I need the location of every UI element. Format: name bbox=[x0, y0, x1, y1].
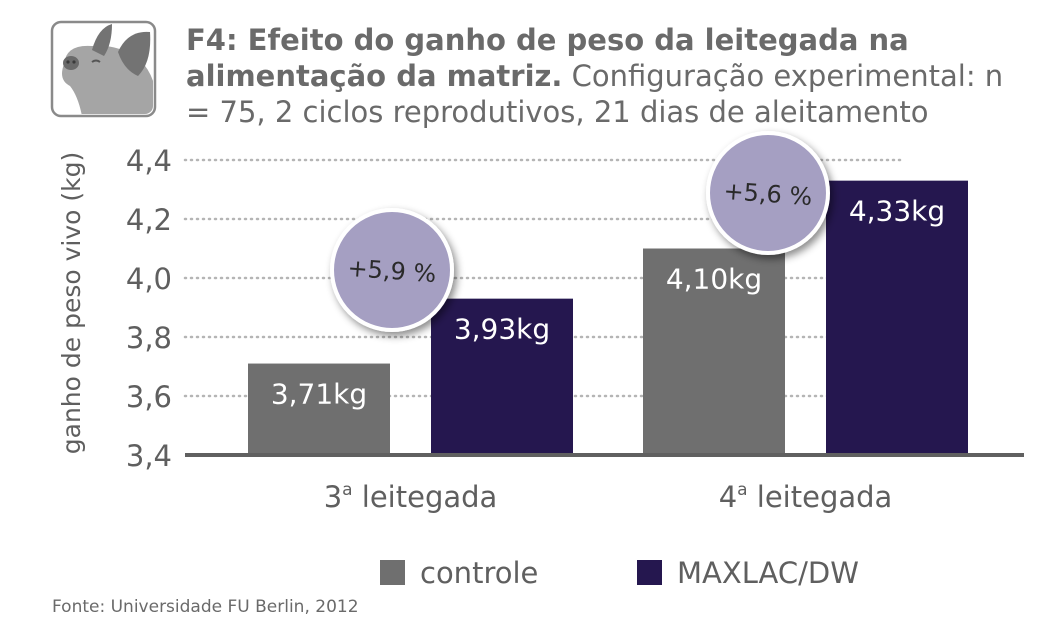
bar-controle-1 bbox=[248, 363, 390, 455]
y-axis-title: ganho de peso vivo (kg) bbox=[57, 152, 86, 454]
increase-bubble bbox=[706, 131, 830, 255]
legend: controle MAXLAC/DW bbox=[380, 556, 859, 590]
pig-icon bbox=[50, 20, 157, 118]
bar-maxlac-2 bbox=[826, 180, 968, 455]
bar-controle-2 bbox=[643, 248, 785, 455]
legend-label-controle: controle bbox=[420, 556, 538, 590]
increase-bubble bbox=[330, 208, 454, 332]
legend-label-maxlac: MAXLAC/DW bbox=[677, 556, 859, 590]
increase-label: +5,6 % bbox=[723, 177, 813, 211]
x-category-label: 3a leitegada bbox=[324, 480, 498, 514]
legend-swatch-controle bbox=[380, 560, 405, 585]
bar-value-label: 4,10kg bbox=[666, 263, 762, 296]
increase-label: +5,9 % bbox=[347, 254, 437, 288]
bar-value-label: 3,71kg bbox=[271, 378, 367, 411]
y-tick-label: 3,6 bbox=[126, 380, 172, 414]
legend-swatch-maxlac bbox=[637, 560, 662, 585]
x-category-label: 4a leitegada bbox=[719, 480, 893, 514]
bar-value-label: 3,93kg bbox=[454, 313, 550, 346]
y-tick-label: 3,8 bbox=[126, 321, 172, 355]
source-note: Fonte: Universidade FU Berlin, 2012 bbox=[52, 597, 359, 617]
y-tick-label: 4,4 bbox=[126, 144, 172, 178]
bar-maxlac-1 bbox=[431, 298, 573, 455]
chart-subtitle: Configuração experimental: n = 75, 2 cic… bbox=[186, 59, 1004, 129]
y-tick-label: 4,0 bbox=[126, 262, 172, 296]
chart-title: F4: Efeito do ganho de peso da leitegada… bbox=[186, 22, 1036, 130]
chart-title-bold: F4: Efeito do ganho de peso da leitegada… bbox=[186, 23, 909, 93]
y-tick-label: 4,2 bbox=[126, 203, 172, 237]
bar-value-label: 4,33kg bbox=[849, 195, 945, 228]
y-tick-label: 3,4 bbox=[126, 439, 172, 473]
